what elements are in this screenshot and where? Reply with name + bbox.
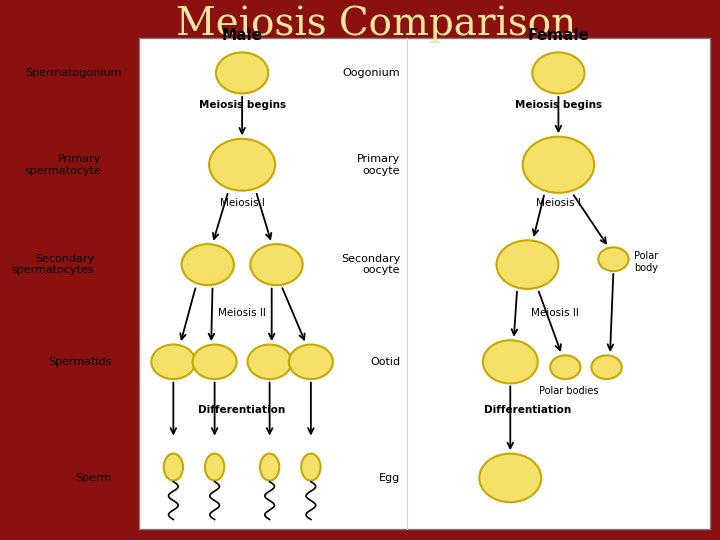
Text: Polar
body: Polar body	[634, 251, 658, 273]
Circle shape	[523, 137, 594, 193]
Text: Sperm: Sperm	[75, 473, 112, 483]
Text: Egg: Egg	[379, 473, 400, 483]
Circle shape	[193, 345, 237, 379]
Text: Secondary
oocyte: Secondary oocyte	[341, 254, 400, 275]
Text: Primary
oocyte: Primary oocyte	[357, 154, 400, 176]
Text: Male: Male	[222, 28, 263, 43]
Ellipse shape	[163, 454, 183, 481]
Text: Ootid: Ootid	[370, 357, 400, 367]
Text: Meiosis II: Meiosis II	[218, 308, 266, 318]
Text: Meiosis begins: Meiosis begins	[515, 100, 602, 110]
FancyBboxPatch shape	[139, 38, 710, 529]
Text: Female: Female	[528, 28, 590, 43]
Text: Meiosis II: Meiosis II	[531, 308, 579, 318]
Circle shape	[550, 355, 580, 379]
Circle shape	[151, 345, 195, 379]
Circle shape	[248, 345, 292, 379]
Text: Polar bodies: Polar bodies	[539, 386, 598, 396]
Text: Spermatids: Spermatids	[48, 357, 112, 367]
Text: Oogonium: Oogonium	[343, 68, 400, 78]
Circle shape	[483, 340, 538, 383]
Ellipse shape	[260, 454, 279, 481]
Text: Meiosis I: Meiosis I	[536, 198, 581, 207]
Circle shape	[181, 244, 234, 285]
Ellipse shape	[301, 454, 320, 481]
Circle shape	[216, 52, 269, 93]
Ellipse shape	[205, 454, 224, 481]
Circle shape	[480, 454, 541, 502]
Circle shape	[598, 247, 629, 271]
Circle shape	[209, 139, 275, 191]
Text: Differentiation: Differentiation	[199, 406, 286, 415]
Circle shape	[251, 244, 302, 285]
Text: Spermatogonium: Spermatogonium	[25, 68, 122, 78]
Text: Secondary
spermatocytes: Secondary spermatocytes	[12, 254, 94, 275]
Circle shape	[289, 345, 333, 379]
Text: Primary
spermatocyte: Primary spermatocyte	[24, 154, 102, 176]
Text: Differentiation: Differentiation	[484, 406, 571, 415]
Text: Meiosis I: Meiosis I	[220, 198, 264, 207]
Text: Meiosis begins: Meiosis begins	[199, 100, 286, 110]
Circle shape	[591, 355, 621, 379]
Circle shape	[497, 240, 559, 289]
Circle shape	[532, 52, 585, 93]
Text: Meiosis Comparison: Meiosis Comparison	[176, 5, 576, 43]
